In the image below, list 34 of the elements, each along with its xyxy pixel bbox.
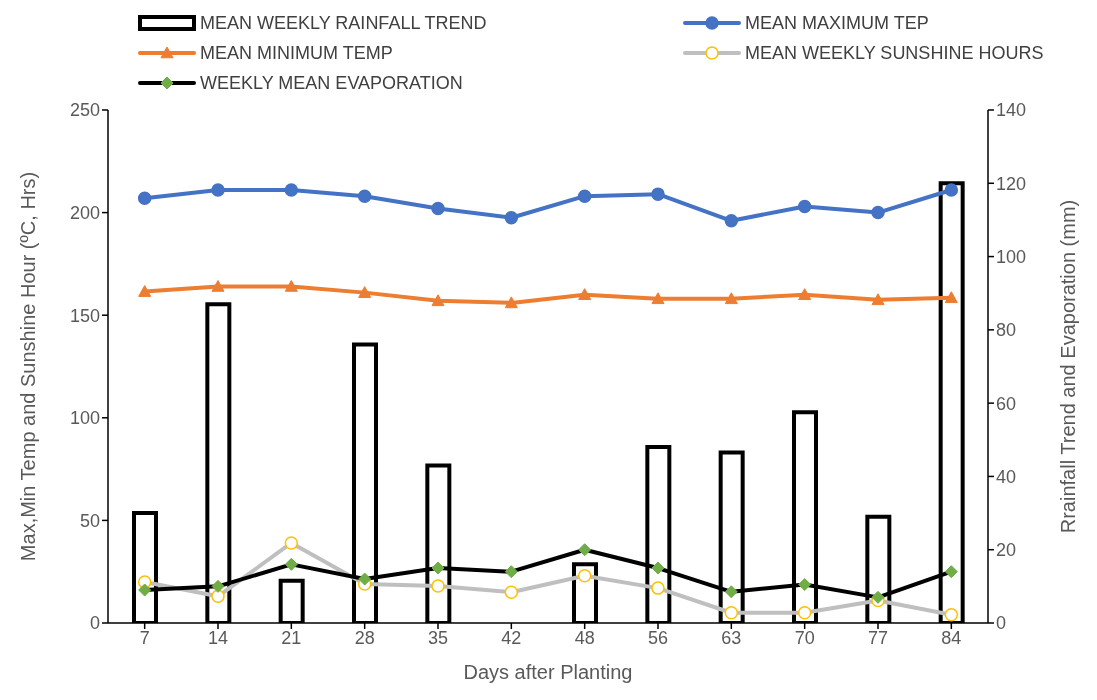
y2-axis-title: Rrainfall Trend and Evaporation (mm)	[1057, 199, 1080, 534]
x-tick-label: 35	[427, 627, 449, 648]
legend-label: WEEKLY MEAN EVAPORATION	[200, 72, 463, 94]
y2-tick-label: 120	[996, 173, 1027, 194]
y2-tick-label: 100	[996, 246, 1027, 267]
x-tick-label: 84	[941, 627, 962, 648]
y-tick-label: 0	[89, 613, 100, 634]
x-tick-label: 21	[281, 627, 302, 648]
legend-label: MEAN WEEKLY SUNSHINE HOURS	[745, 42, 1044, 64]
x-tick-label: 48	[574, 627, 595, 648]
x-tick-label: 63	[721, 627, 742, 648]
y-axis-title: Max,Min Temp and Sunshine Hour (ºC, Hrs)	[17, 171, 40, 562]
y2-tick-label: 20	[996, 540, 1017, 561]
y2-tick-label: 140	[996, 100, 1027, 121]
x-axis-title: Days after Planting	[463, 661, 633, 683]
x-tick-label: 28	[354, 627, 375, 648]
legend-label: MEAN WEEKLY RAINFALL TREND	[200, 12, 487, 34]
legend-label: MEAN MINIMUM TEMP	[200, 42, 393, 64]
y-tick-label: 100	[69, 408, 100, 429]
x-tick-label: 7	[139, 627, 150, 648]
x-tick-label: 70	[794, 627, 815, 648]
x-tick-label: 77	[867, 627, 889, 648]
x-tick-label: 56	[647, 627, 669, 648]
y-tick-label: 200	[69, 202, 100, 223]
y2-tick-label: 0	[996, 613, 1007, 634]
y-tick-label: 50	[79, 510, 100, 531]
y2-tick-label: 80	[996, 320, 1017, 341]
y2-tick-label: 60	[996, 393, 1017, 414]
y2-tick-label: 40	[996, 466, 1017, 487]
legend-label: MEAN MAXIMUM TEP	[745, 12, 929, 34]
y-tick-label: 150	[69, 305, 100, 326]
y-tick-label: 250	[69, 100, 100, 121]
x-tick-label: 14	[207, 627, 229, 648]
x-tick-label: 42	[501, 627, 522, 648]
